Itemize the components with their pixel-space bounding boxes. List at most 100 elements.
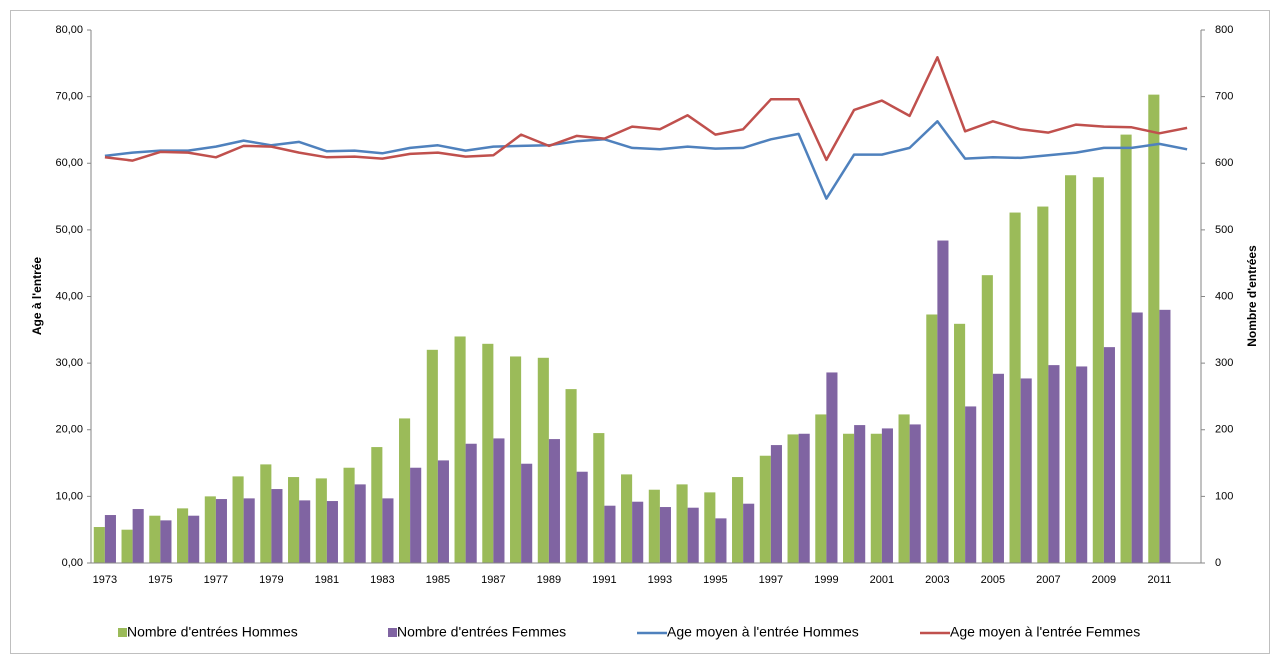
x-tick-label: 2009 xyxy=(1092,574,1116,586)
y-tick-label: 30,00 xyxy=(55,357,83,369)
bar xyxy=(382,498,394,563)
bar xyxy=(1148,94,1160,563)
y-tick-label: 20,00 xyxy=(55,424,83,436)
y2-tick-label: 300 xyxy=(1215,357,1233,369)
x-tick-label: 1999 xyxy=(814,574,838,586)
bar xyxy=(1009,212,1021,564)
y2-tick-label: 800 xyxy=(1215,24,1233,36)
bar xyxy=(260,464,272,563)
bar xyxy=(704,492,716,563)
bar xyxy=(965,406,977,563)
x-tick-label: 1985 xyxy=(426,574,450,586)
bar xyxy=(715,518,727,563)
bar xyxy=(1120,134,1132,563)
bar xyxy=(992,373,1004,563)
bar xyxy=(743,503,755,563)
bar xyxy=(787,434,799,563)
bar xyxy=(121,529,133,563)
bar xyxy=(493,438,505,563)
y-tick-label: 40,00 xyxy=(55,290,83,302)
x-tick-label: 1979 xyxy=(259,574,283,586)
x-tick-label: 1997 xyxy=(759,574,783,586)
bar xyxy=(521,463,533,563)
bar xyxy=(565,389,577,563)
bar xyxy=(399,418,411,563)
line xyxy=(104,56,1188,162)
x-tick-label: 2011 xyxy=(1148,574,1172,586)
bar xyxy=(854,425,866,563)
legend-label: Age moyen à l'entrée Hommes xyxy=(667,624,859,640)
y-tick-label: 60,00 xyxy=(55,157,83,169)
y2-tick-label: 0 xyxy=(1215,557,1221,569)
bar xyxy=(204,496,216,563)
x-tick-label: 1975 xyxy=(148,574,172,586)
bar xyxy=(315,478,327,563)
bar xyxy=(104,515,116,563)
x-tick-label: 1989 xyxy=(537,574,561,586)
bar xyxy=(909,424,921,563)
y-tick-label: 0,00 xyxy=(62,557,83,569)
bar xyxy=(326,501,338,563)
legend-swatch xyxy=(118,628,127,637)
bar xyxy=(770,445,782,563)
bar xyxy=(510,356,522,563)
x-tick-label: 1981 xyxy=(315,574,339,586)
bar xyxy=(632,501,644,563)
bar xyxy=(410,467,422,563)
bar xyxy=(954,323,966,563)
bar xyxy=(881,428,893,563)
bar xyxy=(371,447,383,563)
bar xyxy=(843,433,855,563)
bar xyxy=(732,477,744,563)
bar xyxy=(215,499,227,563)
bar xyxy=(548,439,560,563)
y2-tick-label: 500 xyxy=(1215,224,1233,236)
bar xyxy=(798,433,810,563)
bar xyxy=(1048,365,1060,563)
y-tick-label: 70,00 xyxy=(55,91,83,103)
bar xyxy=(454,336,466,563)
bar xyxy=(759,455,771,563)
x-tick-label: 1991 xyxy=(592,574,616,586)
bar xyxy=(648,489,660,563)
legend-swatch xyxy=(388,628,397,637)
bar xyxy=(188,515,200,563)
bar xyxy=(898,414,910,563)
bar xyxy=(1076,366,1088,563)
legend-label: Nombre d'entrées Femmes xyxy=(397,624,566,640)
bar xyxy=(465,443,477,563)
bar xyxy=(1092,177,1104,563)
bar xyxy=(1103,347,1115,563)
bar xyxy=(621,474,633,563)
bar xyxy=(981,275,993,563)
y2-axis-label: Nombre d'entrées xyxy=(1245,245,1259,347)
bar xyxy=(826,372,838,563)
bar xyxy=(243,498,255,563)
x-tick-label: 2005 xyxy=(981,574,1005,586)
bar xyxy=(815,414,827,563)
bar xyxy=(288,477,300,563)
x-tick-label: 1973 xyxy=(93,574,117,586)
bar xyxy=(1020,378,1032,563)
y-tick-label: 50,00 xyxy=(55,224,83,236)
y-tick-label: 10,00 xyxy=(55,490,83,502)
y2-tick-label: 400 xyxy=(1215,290,1233,302)
bar xyxy=(482,343,494,563)
x-tick-label: 1987 xyxy=(481,574,505,586)
bar xyxy=(687,507,699,563)
bar xyxy=(132,509,144,563)
bar xyxy=(576,471,588,563)
bar xyxy=(177,508,189,563)
legend-label: Nombre d'entrées Hommes xyxy=(127,624,298,640)
bar xyxy=(437,460,449,563)
bar xyxy=(537,357,549,563)
bar xyxy=(232,476,244,563)
bar xyxy=(426,349,438,563)
bar xyxy=(160,520,172,563)
x-tick-label: 2003 xyxy=(925,574,949,586)
bar xyxy=(343,467,355,563)
x-tick-label: 2001 xyxy=(870,574,894,586)
x-tick-label: 2007 xyxy=(1036,574,1060,586)
bar xyxy=(926,314,938,563)
